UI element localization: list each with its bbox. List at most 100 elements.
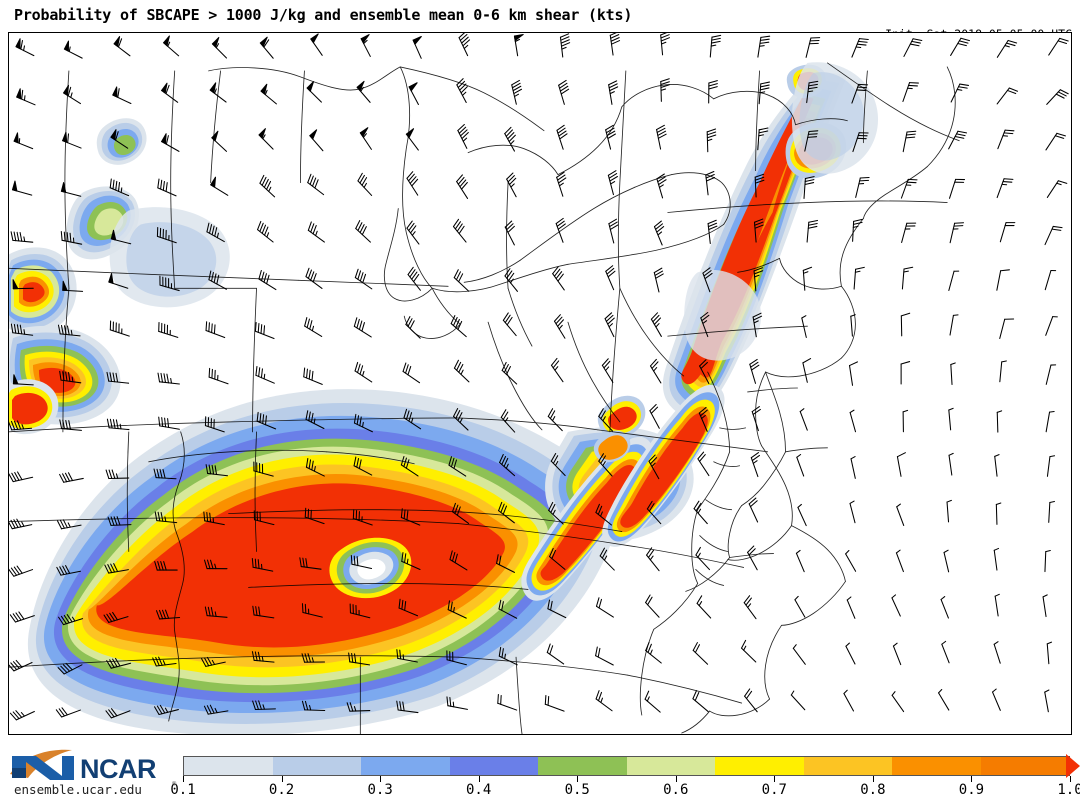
ncar-logo-mark: NCAR: [10, 749, 157, 784]
wind-barb: [607, 170, 618, 196]
wind-barb: [649, 404, 660, 429]
wind-barb: [902, 130, 917, 153]
wind-barb: [352, 509, 373, 526]
wind-barb: [758, 81, 770, 105]
wind-barb: [402, 362, 421, 384]
wind-barb: [1042, 594, 1048, 618]
wind-barb: [154, 561, 178, 571]
wind-barb: [608, 218, 619, 244]
colorbar-tick-labels: 0.1 0.2 0.3 0.4 0.5 0.6 0.7 0.8 0.9 1.0: [0, 782, 1080, 800]
wind-barb: [598, 453, 613, 477]
wind-barb: [10, 231, 34, 243]
wind-barb: [11, 180, 33, 196]
colorbar-tick-label: 0.7: [761, 782, 787, 798]
wind-barb: [500, 409, 516, 433]
wind-barb: [254, 321, 275, 340]
wind-barb: [609, 33, 621, 56]
wind-barb: [299, 557, 322, 570]
wind-barb: [547, 408, 563, 432]
wind-barb: [996, 39, 1018, 58]
wind-barb: [946, 499, 952, 523]
wind-barb: [354, 361, 373, 383]
wind-barb: [305, 457, 325, 477]
wind-barb: [161, 133, 180, 152]
wind-barb: [1046, 455, 1056, 477]
wind-barb: [398, 598, 419, 617]
wind-barb: [595, 646, 614, 666]
wind-barb: [708, 80, 718, 104]
wind-barb: [850, 456, 856, 479]
wind-barb: [310, 33, 323, 56]
wind-barb: [109, 320, 130, 337]
wind-barb: [158, 416, 180, 430]
wind-barb: [56, 519, 82, 530]
colorbar-gradient: [183, 756, 1070, 776]
wind-barb: [544, 694, 565, 712]
colorbar-tick-label: 0.9: [958, 782, 985, 798]
colorbar-tick-label: 0.1: [170, 782, 196, 798]
colorbar-segment: [538, 757, 627, 775]
wind-barb: [553, 314, 566, 339]
wind-barb: [156, 227, 177, 244]
wind-barb: [400, 508, 421, 526]
wind-barb: [950, 37, 971, 56]
wind-barb: [806, 80, 819, 104]
wind-barb: [59, 472, 84, 483]
wind-barb: [795, 549, 805, 573]
ncar-site-label: ensemble.ucar.edu: [14, 782, 142, 797]
wind-barb: [406, 220, 420, 245]
wind-barb: [496, 554, 515, 573]
wind-barb: [9, 471, 34, 483]
wind-barb: [412, 35, 422, 59]
colorbar-tick: [281, 776, 283, 782]
wind-barb: [504, 126, 516, 152]
wind-barb: [506, 172, 517, 198]
wind-barb: [12, 279, 34, 290]
colorbar-tick: [872, 776, 874, 782]
wind-barb: [843, 689, 855, 712]
wind-barb: [902, 82, 919, 103]
wind-barb: [558, 79, 570, 105]
wind-barb: [110, 129, 129, 149]
wind-barb: [457, 124, 469, 149]
wind-barb: [106, 657, 132, 669]
wind-barb: [396, 649, 418, 663]
wind-barb: [304, 507, 325, 525]
wind-barb: [999, 222, 1016, 243]
wind-barb: [794, 595, 806, 618]
wind-barb: [849, 409, 857, 433]
map-panel[interactable]: [8, 32, 1072, 735]
colorbar-segment: [361, 757, 450, 775]
wind-barb: [803, 176, 815, 199]
wind-barb: [253, 510, 275, 526]
wind-barb: [305, 410, 325, 429]
wind-barb: [456, 78, 468, 104]
wind-barb: [806, 219, 819, 243]
colorbar-ticks: [183, 776, 1071, 784]
wind-barb: [303, 367, 323, 385]
wind-barb: [448, 456, 467, 477]
wind-barb: [1045, 132, 1066, 151]
wind-barb: [702, 267, 713, 293]
svg-text:NCAR: NCAR: [80, 754, 156, 784]
wind-barb: [450, 315, 467, 338]
wind-barb: [251, 557, 274, 572]
wind-barb: [895, 549, 904, 573]
wind-barb: [900, 361, 911, 385]
wind-barb: [498, 599, 518, 619]
ncar-logo[interactable]: NCAR ensemble.ucar.edu: [6, 748, 176, 797]
colorbar-tick-label: 1.0: [1057, 782, 1080, 798]
wind-barb: [348, 652, 371, 666]
wind-barb: [259, 174, 276, 198]
wind-barb: [994, 454, 1000, 477]
wind-barb: [253, 461, 274, 477]
wind-barb: [513, 33, 524, 57]
wind-barb: [105, 469, 130, 480]
wind-barb: [549, 548, 566, 570]
wind-barb: [306, 81, 322, 103]
wind-barb: [901, 266, 914, 290]
wind-barb-layer: [9, 33, 1069, 721]
wind-barb: [552, 266, 565, 291]
wind-barb: [205, 464, 229, 477]
colorbar-tick: [183, 776, 184, 782]
